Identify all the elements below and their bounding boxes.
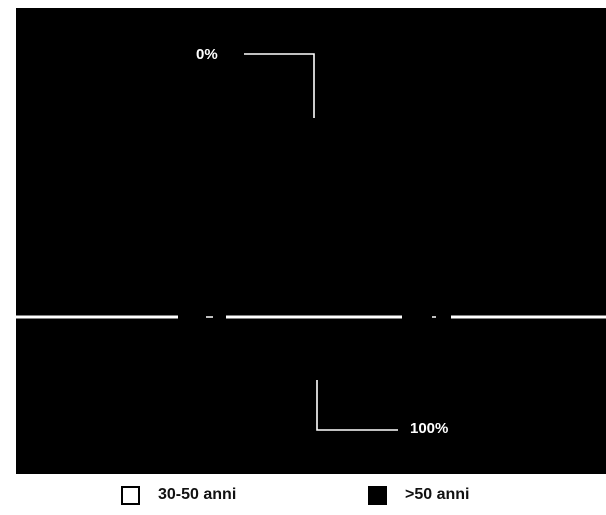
legend-label-over-50: >50 anni bbox=[405, 486, 470, 503]
bars-group bbox=[16, 8, 606, 474]
legend-swatch-30-50 bbox=[121, 485, 140, 505]
bar-1-series-1 bbox=[16, 317, 606, 474]
legend-item-30-50: 30-50 anni bbox=[121, 484, 236, 506]
annotation-0-label: 0% bbox=[196, 46, 218, 63]
annotation-0-leader bbox=[244, 53, 315, 118]
legend-item-over-50: >50 anni bbox=[368, 484, 469, 506]
annotation-1-label: 100% bbox=[410, 420, 448, 437]
legend-swatch-over-50 bbox=[368, 485, 387, 505]
annotation-1-leader bbox=[316, 380, 398, 431]
annotations-group: 0% 100% bbox=[196, 46, 448, 437]
chart-plot: 0% 100% bbox=[16, 8, 606, 474]
bar-0-series-1 bbox=[16, 8, 606, 317]
legend-label-30-50: 30-50 anni bbox=[158, 486, 237, 503]
